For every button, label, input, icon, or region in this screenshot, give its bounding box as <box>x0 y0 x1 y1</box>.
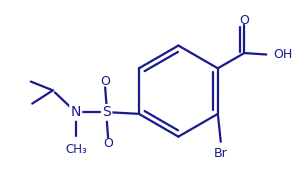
Text: S: S <box>102 105 111 119</box>
Text: O: O <box>103 137 113 150</box>
Text: Br: Br <box>214 147 228 160</box>
Text: N: N <box>71 105 81 119</box>
Text: CH₃: CH₃ <box>65 143 87 156</box>
Text: O: O <box>100 75 110 88</box>
Text: O: O <box>239 14 249 27</box>
Text: OH: OH <box>274 48 293 61</box>
